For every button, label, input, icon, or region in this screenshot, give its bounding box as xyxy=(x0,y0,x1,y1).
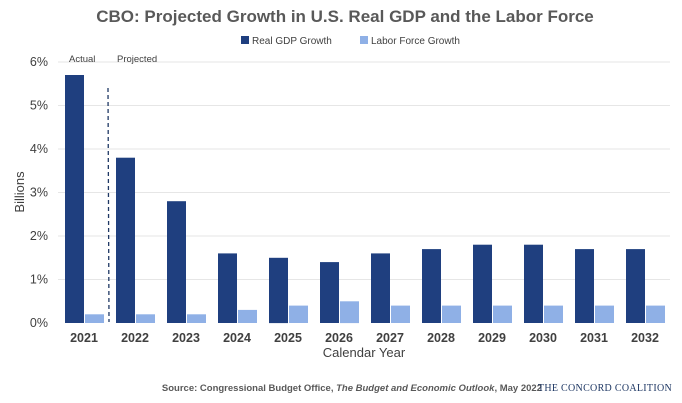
x-tick-label: 2028 xyxy=(427,331,455,345)
annotation-projected: Projected xyxy=(117,54,157,65)
bar-labor-2032 xyxy=(646,305,665,323)
bar-labor-2028 xyxy=(442,305,461,323)
x-tick-label: 2025 xyxy=(274,331,302,345)
x-tick-label: 2022 xyxy=(121,331,149,345)
y-tick-label: 2% xyxy=(30,229,48,243)
bar-labor-2022 xyxy=(136,314,155,323)
x-axis-ticks: 2021 2022 2023 2024 2025 2026 2027 2028 2029 2030… xyxy=(70,331,659,345)
gridlines xyxy=(58,61,670,280)
y-tick-label: 1% xyxy=(30,273,48,287)
bar-gdp-2025 xyxy=(269,257,288,324)
x-tick-label: 2027 xyxy=(376,331,404,345)
legend-swatch-gdp xyxy=(241,36,249,44)
actual-projected-divider xyxy=(107,87,110,323)
bar-gdp-2030 xyxy=(524,244,543,323)
bars xyxy=(65,75,665,324)
y-tick-label: 6% xyxy=(30,55,48,69)
bar-gdp-2026 xyxy=(320,262,339,323)
source-suffix: , May 2022 xyxy=(494,383,542,394)
bar-labor-2029 xyxy=(493,305,512,323)
source-note: Source: Congressional Budget Office, The… xyxy=(162,383,542,394)
bar-gdp-2031 xyxy=(575,249,594,323)
y-tick-label: 5% xyxy=(30,99,48,113)
concord-coalition-logo: THE CONCORD COALITION xyxy=(538,383,672,394)
legend: Real GDP Growth Labor Force Growth xyxy=(241,36,460,47)
bar-gdp-2028 xyxy=(422,249,441,323)
x-tick-label: 2023 xyxy=(172,331,200,345)
bar-gdp-2027 xyxy=(371,253,390,323)
y-tick-label: 0% xyxy=(30,316,48,330)
bar-labor-2026 xyxy=(340,301,359,324)
bar-gdp-2029 xyxy=(473,244,492,323)
chart-title: CBO: Projected Growth in U.S. Real GDP a… xyxy=(96,7,593,26)
y-tick-label: 4% xyxy=(30,142,48,156)
bar-gdp-2032 xyxy=(626,249,645,323)
x-tick-label: 2032 xyxy=(631,331,659,345)
legend-label-gdp: Real GDP Growth xyxy=(252,36,332,47)
bar-labor-2021 xyxy=(85,314,104,323)
bar-gdp-2024 xyxy=(218,253,237,323)
x-tick-label: 2029 xyxy=(478,331,506,345)
y-tick-label: 3% xyxy=(30,186,48,200)
annotation-actual: Actual xyxy=(69,54,95,65)
x-tick-label: 2026 xyxy=(325,331,353,345)
bar-labor-2027 xyxy=(391,305,410,323)
x-tick-label: 2031 xyxy=(580,331,608,345)
bar-gdp-2022 xyxy=(116,157,135,323)
y-axis-ticks: 0% 1% 2% 3% 4% 5% 6% xyxy=(30,55,48,330)
x-tick-label: 2024 xyxy=(223,331,251,345)
bar-labor-2025 xyxy=(289,305,308,323)
source-publication: The Budget and Economic Outlook xyxy=(336,383,495,394)
source-prefix: Source: Congressional Budget Office, xyxy=(162,383,336,394)
x-tick-label: 2021 xyxy=(70,331,98,345)
x-axis-label: Calendar Year xyxy=(323,345,406,360)
bar-gdp-2023 xyxy=(167,201,186,323)
x-tick-label: 2030 xyxy=(529,331,557,345)
legend-swatch-labor xyxy=(360,36,368,44)
bar-labor-2024 xyxy=(238,309,257,323)
bar-labor-2023 xyxy=(187,314,206,323)
legend-label-labor: Labor Force Growth xyxy=(371,36,460,47)
bar-gdp-2021 xyxy=(65,75,84,323)
bar-labor-2030 xyxy=(544,305,563,323)
bar-labor-2031 xyxy=(595,305,614,323)
y-axis-label: Billions xyxy=(12,171,27,213)
